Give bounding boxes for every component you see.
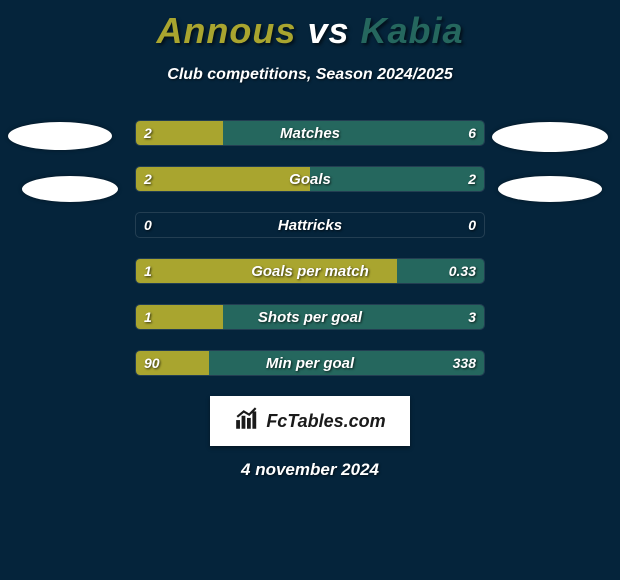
subtitle: Club competitions, Season 2024/2025 [0, 66, 620, 84]
stat-label: Shots per goal [136, 305, 484, 329]
stat-label: Goals per match [136, 259, 484, 283]
stat-label: Matches [136, 121, 484, 145]
photo-ellipse [498, 176, 602, 202]
branding-text: FcTables.com [266, 411, 385, 432]
player2-name: Kabia [361, 10, 464, 51]
stats-container: 26Matches 22Goals 00Hattricks 10.33Goals pe… [135, 120, 485, 376]
stat-row: 00Hattricks [135, 212, 485, 238]
stat-row: 22Goals [135, 166, 485, 192]
photo-ellipse [492, 122, 608, 152]
stat-row: 10.33Goals per match [135, 258, 485, 284]
stat-label: Hattricks [136, 213, 484, 237]
photo-ellipse [8, 122, 112, 150]
stat-row: 90338Min per goal [135, 350, 485, 376]
vs-label: vs [307, 10, 349, 51]
player1-name: Annous [156, 10, 296, 51]
comparison-title: Annous vs Kabia [0, 0, 620, 52]
stat-label: Goals [136, 167, 484, 191]
stat-row: 13Shots per goal [135, 304, 485, 330]
chart-icon [234, 406, 260, 437]
photo-ellipse [22, 176, 118, 202]
branding-badge: FcTables.com [210, 396, 410, 446]
stat-label: Min per goal [136, 351, 484, 375]
date-label: 4 november 2024 [0, 460, 620, 480]
stat-row: 26Matches [135, 120, 485, 146]
